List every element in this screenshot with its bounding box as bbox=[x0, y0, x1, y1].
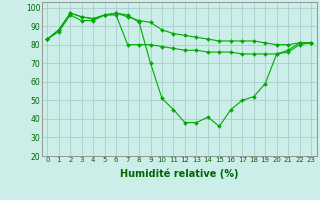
X-axis label: Humidité relative (%): Humidité relative (%) bbox=[120, 169, 238, 179]
